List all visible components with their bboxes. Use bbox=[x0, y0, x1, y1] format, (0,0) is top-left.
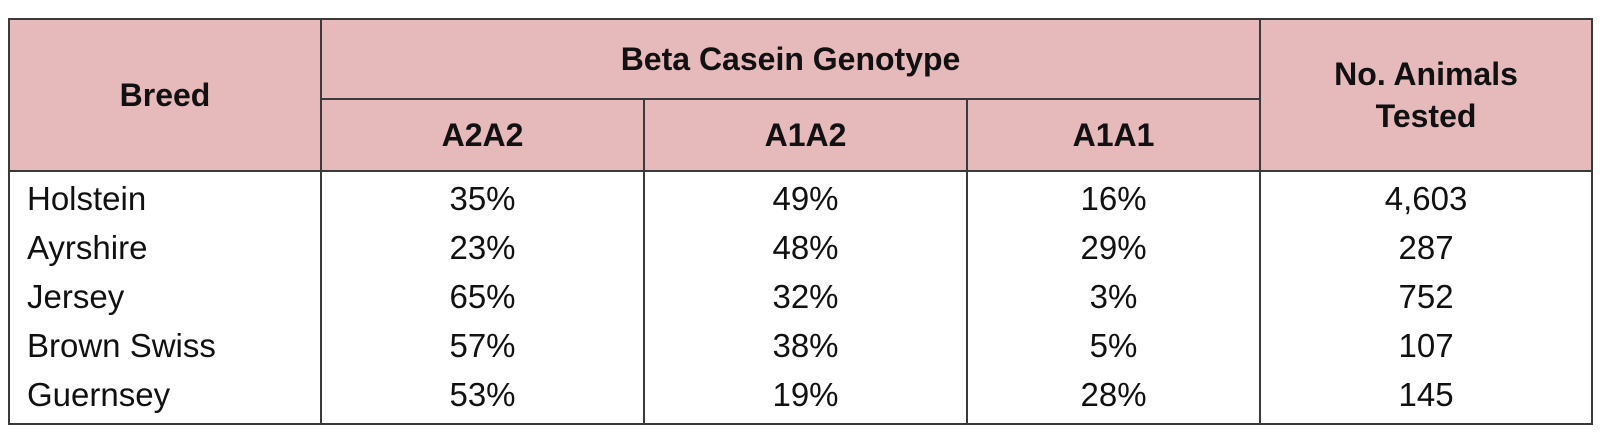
table-row: Holstein 35% 49% 16% 4,603 bbox=[8, 171, 1594, 223]
a2a2-cell: 53% bbox=[320, 370, 645, 425]
table-row: Brown Swiss 57% 38% 5% 107 bbox=[8, 321, 1594, 370]
breed-cell: Ayrshire bbox=[8, 223, 322, 272]
a1a2-cell: 32% bbox=[643, 272, 968, 321]
table-body: Holstein 35% 49% 16% 4,603 Ayrshire 23% … bbox=[8, 171, 1594, 425]
a1a1-cell: 28% bbox=[965, 370, 1262, 425]
table-row: Guernsey 53% 19% 28% 145 bbox=[8, 370, 1594, 425]
a1a2-column-header: A1A2 bbox=[643, 98, 968, 172]
table-header: Breed Beta Casein Genotype No. Animals T… bbox=[8, 18, 1594, 172]
breed-cell: Brown Swiss bbox=[8, 321, 322, 370]
animals-tested-cell: 4,603 bbox=[1259, 171, 1594, 223]
a1a2-cell: 19% bbox=[643, 370, 968, 425]
animals-tested-header-line2: Tested bbox=[1375, 98, 1477, 134]
animals-tested-cell: 107 bbox=[1259, 321, 1594, 370]
a1a1-cell: 29% bbox=[965, 223, 1262, 272]
breed-cell: Holstein bbox=[8, 171, 322, 223]
genotype-group-header: Beta Casein Genotype bbox=[319, 18, 1262, 100]
animals-tested-header-line1: No. Animals bbox=[1334, 56, 1518, 92]
breed-column-header: Breed bbox=[8, 18, 322, 172]
animals-tested-cell: 145 bbox=[1259, 370, 1594, 425]
breed-cell: Jersey bbox=[8, 272, 322, 321]
a1a2-cell: 49% bbox=[643, 171, 968, 223]
a2a2-cell: 35% bbox=[320, 171, 645, 223]
a1a1-cell: 3% bbox=[965, 272, 1262, 321]
breed-cell: Guernsey bbox=[8, 370, 322, 425]
casein-genotype-table: Breed Beta Casein Genotype No. Animals T… bbox=[8, 18, 1594, 425]
a1a1-cell: 5% bbox=[965, 321, 1262, 370]
a1a1-column-header: A1A1 bbox=[965, 98, 1262, 172]
a2a2-cell: 23% bbox=[320, 223, 645, 272]
a2a2-cell: 65% bbox=[320, 272, 645, 321]
a2a2-cell: 57% bbox=[320, 321, 645, 370]
animals-tested-cell: 752 bbox=[1259, 272, 1594, 321]
table-row: Jersey 65% 32% 3% 752 bbox=[8, 272, 1594, 321]
table-row: Ayrshire 23% 48% 29% 287 bbox=[8, 223, 1594, 272]
a1a1-cell: 16% bbox=[965, 171, 1262, 223]
animals-tested-cell: 287 bbox=[1259, 223, 1594, 272]
a1a2-cell: 38% bbox=[643, 321, 968, 370]
a2a2-column-header: A2A2 bbox=[320, 98, 645, 172]
animals-tested-column-header: No. Animals Tested bbox=[1259, 18, 1594, 172]
a1a2-cell: 48% bbox=[643, 223, 968, 272]
